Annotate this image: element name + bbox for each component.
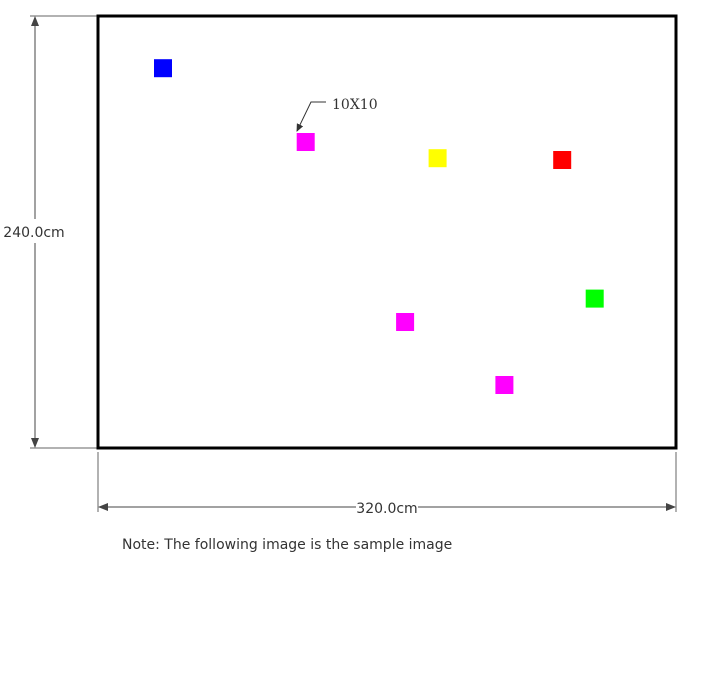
green-square (585, 289, 604, 308)
magenta-square-2 (396, 313, 415, 331)
red-square (553, 151, 572, 169)
board-outline (96, 14, 678, 450)
callout-leader-line (296, 101, 326, 132)
callout-label: 10X10 (332, 97, 378, 113)
magenta-square-1 (296, 133, 315, 151)
yellow-square (428, 149, 447, 168)
sample-note: Note: The following image is the sample … (122, 537, 453, 553)
squares-layer (154, 59, 604, 394)
width-dimension: 320.0cm (97, 452, 677, 517)
width-label: 320.0cm (356, 501, 417, 517)
blue-square (154, 59, 172, 78)
height-label: 240.0cm (3, 225, 64, 241)
size-callout: 10X10 (296, 97, 378, 132)
magenta-square-3 (495, 376, 514, 394)
height-dimension: 240.0cm (3, 15, 98, 449)
